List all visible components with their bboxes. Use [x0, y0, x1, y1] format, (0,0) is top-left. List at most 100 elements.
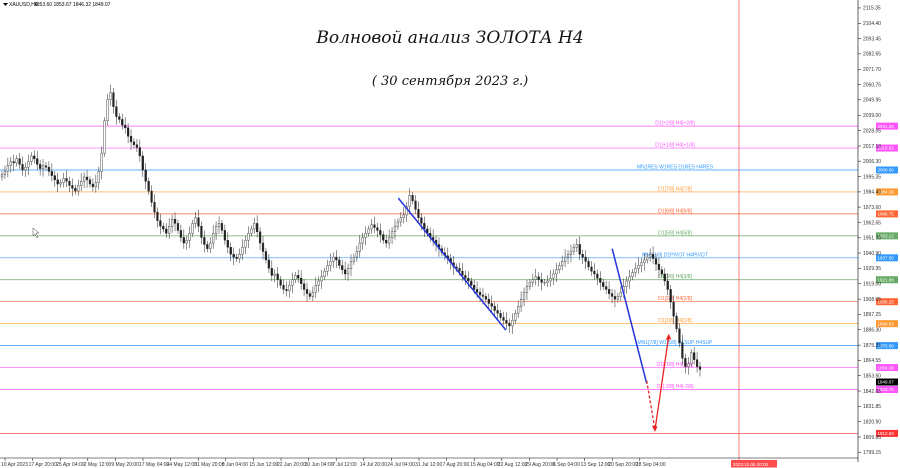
- candle-body: [291, 279, 294, 286]
- candle-body: [352, 256, 356, 262]
- forecast-up-line: [654, 335, 670, 430]
- candle-body: [517, 306, 520, 314]
- candle-body: [605, 286, 608, 290]
- candle-body: [80, 181, 83, 186]
- candle-body: [654, 258, 658, 265]
- candle-body: [141, 155, 144, 171]
- candle-body: [6, 165, 9, 172]
- candle-body: [525, 286, 529, 293]
- candle-body: [379, 230, 382, 235]
- candle-body: [59, 182, 62, 185]
- candle-body: [256, 223, 259, 233]
- price-tick-label: 2060.75: [863, 82, 881, 88]
- candle-body: [326, 265, 329, 272]
- candle-body: [344, 269, 347, 275]
- candle-body: [338, 259, 341, 266]
- candle-body: [649, 254, 652, 258]
- candle-body: [162, 225, 165, 230]
- price-axis[interactable]: 2115.35 2104.40 2093.45 2082.65 2071.70 2060.…: [858, 6, 881, 456]
- level-price-box: [876, 122, 898, 130]
- candle-body: [85, 176, 89, 181]
- level-price-label: 2015.62: [878, 146, 895, 151]
- time-tick-label: 9 May 20:00: [111, 462, 139, 468]
- candle-body: [179, 230, 182, 238]
- price-tick-label: 2093.45: [863, 37, 881, 43]
- price-tick-label: 1875.35: [863, 343, 881, 349]
- candle-body: [402, 214, 405, 218]
- candle-body: [522, 292, 526, 300]
- candle-body: [44, 165, 48, 168]
- candle-body: [514, 313, 517, 321]
- candle-body: [314, 284, 317, 293]
- candle-body: [487, 299, 490, 304]
- candle-body: [470, 280, 473, 286]
- candle-body: [376, 227, 379, 231]
- price-tick-label: 1897.25: [863, 312, 881, 318]
- candle-body: [496, 310, 499, 314]
- candle-body: [264, 251, 268, 261]
- candle-body: [625, 280, 628, 287]
- candle-body: [311, 292, 314, 297]
- time-tick-label: 2 May 12:00: [84, 462, 112, 468]
- price-tick-label: 1951.70: [863, 236, 881, 242]
- candle-body: [382, 234, 385, 241]
- price-tick-label: 1984.40: [863, 190, 881, 196]
- candle-body: [420, 217, 423, 224]
- level-price-box: [876, 320, 898, 328]
- candle-body: [223, 230, 226, 241]
- level-label: D1[7/8] H4[7/8]: [658, 186, 692, 192]
- candle-body: [581, 254, 584, 258]
- price-tick-label: 2006.30: [863, 159, 881, 165]
- candle-body: [593, 270, 596, 275]
- candle-body: [132, 141, 136, 145]
- candle-body: [520, 299, 523, 307]
- candle-body: [461, 270, 464, 276]
- candle-body: [393, 225, 397, 233]
- candle-body: [288, 284, 291, 292]
- candle-body: [88, 179, 92, 185]
- candle-body: [235, 256, 238, 259]
- price-tick-label: 1908.05: [863, 297, 881, 303]
- candle-body: [77, 185, 80, 192]
- header-ohlc: 1853.60 1853.67 1846.32 1849.07: [34, 2, 111, 8]
- candle-body: [399, 217, 402, 223]
- candle-body: [476, 289, 479, 293]
- candle-body: [285, 289, 288, 292]
- candle-body: [173, 218, 177, 224]
- candle-body: [657, 263, 661, 270]
- candle-body: [493, 306, 496, 311]
- chart-title: Волновой анализ ЗОЛОТА H4: [315, 28, 583, 48]
- time-axis[interactable]: 10 Apr 2023 17 Apr 20:00 25 Apr 04:00 2 May…: [1, 458, 777, 468]
- time-tick-label: 28 Sep 04:00: [636, 462, 666, 468]
- candle-body: [91, 183, 95, 188]
- time-tick-label: 7 Jul 12:00: [332, 462, 357, 468]
- wave-trend-line: [611, 248, 648, 384]
- candle-body: [561, 261, 564, 266]
- candle-body: [660, 269, 663, 275]
- candle-body: [602, 282, 605, 287]
- candle-body: [39, 164, 42, 169]
- time-tick-label: 24 Jul 04:00: [387, 462, 414, 468]
- level-price-box: [876, 232, 898, 240]
- price-tick-label: 1995.35: [863, 174, 881, 180]
- candle-body: [681, 342, 684, 359]
- candle-body: [159, 220, 162, 227]
- price-tick-label: 1864.55: [863, 358, 881, 364]
- candle-body: [317, 280, 320, 286]
- level-price-box: [876, 386, 898, 394]
- candle-body: [103, 120, 106, 154]
- candle-body: [217, 223, 221, 227]
- candle-body: [481, 294, 485, 297]
- candle-body: [563, 256, 567, 262]
- candle-body: [637, 265, 640, 269]
- candle-body: [616, 296, 619, 300]
- forecast-down-line: [646, 380, 656, 431]
- price-tick-label: 1962.65: [863, 220, 881, 226]
- candle-body: [540, 279, 543, 283]
- level-price-box: [876, 254, 898, 262]
- time-tick-label: 7 Aug 20:00: [443, 462, 470, 468]
- chart-menu-icon[interactable]: [3, 3, 8, 6]
- candle-body: [135, 144, 139, 148]
- candle-body: [188, 233, 191, 241]
